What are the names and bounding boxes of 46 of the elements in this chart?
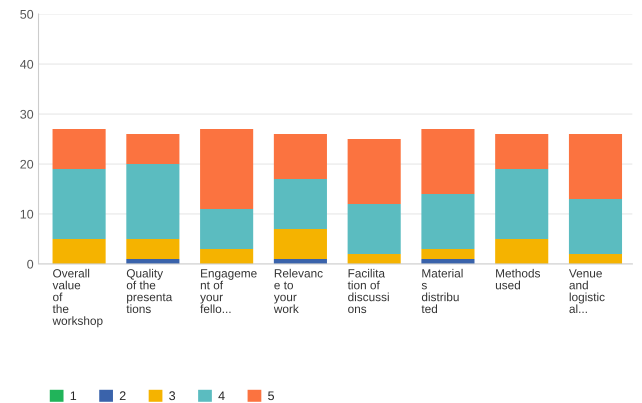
- x-tick-label: Quality of the presenta tions: [126, 268, 172, 314]
- y-tick-label: 30: [20, 110, 34, 119]
- bar: [421, 258, 474, 264]
- bar: [52, 129, 106, 170]
- x-tick-label: Engageme nt of your fello...: [200, 269, 257, 314]
- y-tick-label: 50: [20, 10, 34, 19]
- bar: [126, 238, 180, 259]
- legend-label: 4: [218, 391, 225, 400]
- bar: [495, 238, 548, 264]
- x-tick-label: Methods used: [496, 268, 540, 290]
- bar: [126, 258, 180, 264]
- bar: [421, 194, 474, 249]
- bar: [348, 139, 401, 204]
- bar: [200, 208, 254, 249]
- x-tick-label: Facilita tion of discussi ons: [348, 268, 389, 314]
- legend-label: 3: [169, 391, 176, 400]
- y-tick-label: 40: [20, 60, 34, 69]
- bar: [274, 179, 327, 229]
- bar: [200, 248, 254, 264]
- bar: [495, 169, 548, 239]
- legend-label: 5: [268, 391, 274, 400]
- bar: [52, 169, 106, 239]
- bar: [348, 254, 401, 264]
- bar: [200, 129, 254, 209]
- bar: [495, 134, 548, 170]
- bar: [126, 164, 180, 239]
- x-tick-label: Venue and logistic al...: [568, 269, 605, 314]
- bar: [348, 204, 401, 254]
- bar: [568, 254, 622, 264]
- x-tick-label: Relevanc e to your work: [274, 268, 323, 314]
- bar: [421, 129, 474, 194]
- bar: [274, 228, 327, 259]
- bar: [274, 134, 327, 180]
- x-tick-label: Overall value of the workshop: [52, 268, 103, 328]
- y-tick-label: 20: [20, 160, 34, 169]
- bar: [52, 238, 106, 264]
- bar: [568, 134, 622, 199]
- y-tick-label: 10: [20, 210, 34, 219]
- x-tick-label: Material s distribu ted: [422, 268, 463, 314]
- bar: [568, 199, 622, 254]
- y-tick-label: 0: [27, 260, 34, 269]
- legend-label: 2: [120, 391, 126, 400]
- legend-label: 1: [70, 391, 76, 400]
- bar: [274, 258, 327, 264]
- bar: [126, 134, 180, 164]
- bar: [421, 248, 474, 259]
